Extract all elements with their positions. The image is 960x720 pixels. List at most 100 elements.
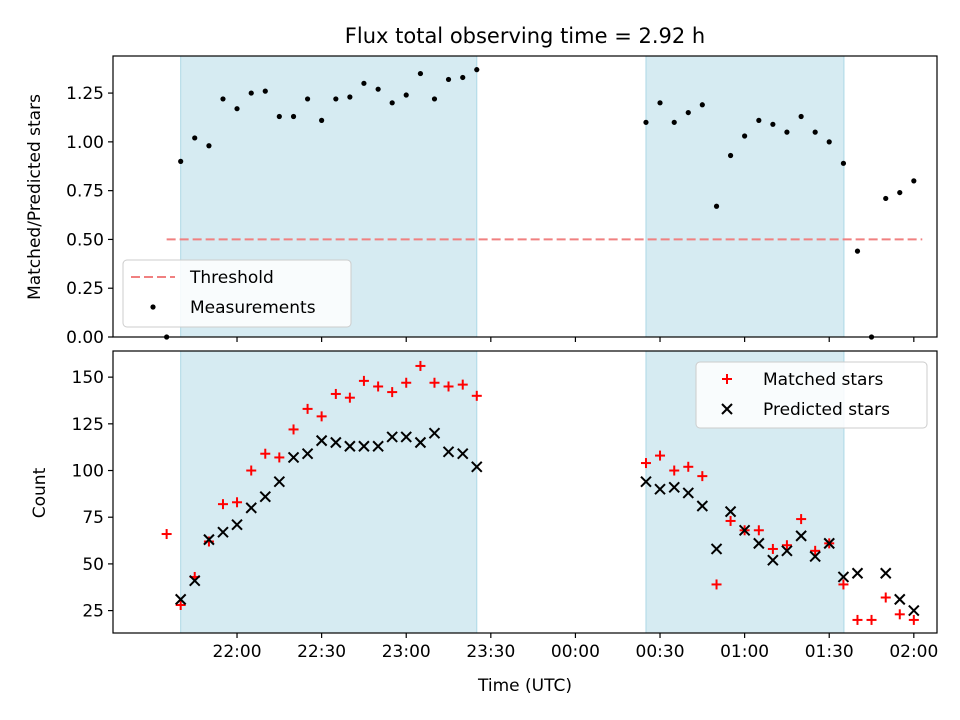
y-top-tick-label: 0.50 xyxy=(66,230,104,250)
measurement-point xyxy=(403,92,409,98)
measurement-point xyxy=(643,119,649,125)
matched-star-point xyxy=(852,614,863,625)
measurement-point xyxy=(713,203,720,209)
matched-star-point xyxy=(810,545,821,556)
y-top-tick-label: 0.00 xyxy=(66,328,104,348)
measurement-point xyxy=(262,88,268,94)
observing-interval-1 xyxy=(180,350,478,634)
legend-matched-swatch xyxy=(722,374,732,384)
matched-star-point xyxy=(401,377,412,388)
predicted-star-point xyxy=(386,431,398,443)
predicted-star-point xyxy=(710,543,723,555)
matched-star-point xyxy=(640,458,651,469)
predicted-star-point xyxy=(273,476,286,488)
matched-star-point xyxy=(330,388,341,399)
predicted-star-point xyxy=(851,567,864,579)
measurement-point xyxy=(290,113,297,120)
x-tick-label: 00:00 xyxy=(551,642,600,662)
measurement-point xyxy=(319,117,325,123)
measurement-point xyxy=(883,195,889,202)
matched-star-point xyxy=(358,375,369,386)
matched-star-point xyxy=(880,592,891,603)
x-tick-label: 23:00 xyxy=(382,642,431,662)
predicted-star-point xyxy=(174,593,187,606)
measurement-point xyxy=(460,74,466,81)
matched-star-point xyxy=(753,525,764,536)
predicted-star-point xyxy=(315,434,328,447)
predicted-star-point xyxy=(880,567,892,579)
matched-star-point xyxy=(373,381,384,392)
legend-predicted-label: Predicted stars xyxy=(763,400,890,420)
x-tick-label: 22:30 xyxy=(297,642,346,662)
measurement-point xyxy=(375,86,381,92)
measurement-point xyxy=(417,70,424,77)
x-ticks-top xyxy=(236,337,915,342)
predicted-star-point xyxy=(823,537,835,550)
predicted-star-point xyxy=(809,550,821,563)
matched-star-point xyxy=(838,579,849,590)
predicted-star-point xyxy=(908,604,920,617)
predicted-star-point xyxy=(795,530,807,542)
measurement-point xyxy=(742,133,748,139)
predicted-star-point xyxy=(682,487,694,499)
measurement-point xyxy=(474,67,480,73)
x-tick-label: 01:30 xyxy=(805,642,854,662)
predicted-star-point xyxy=(189,575,201,587)
legend-measurement-swatch xyxy=(150,304,156,310)
measurement-point xyxy=(685,109,691,116)
measurement-point xyxy=(657,100,663,106)
measurement-point xyxy=(812,129,818,135)
legend-top: Threshold Measurements xyxy=(122,259,352,328)
measurement-point xyxy=(897,189,903,196)
predicted-star-point xyxy=(894,593,906,606)
predicted-star-point xyxy=(400,431,412,443)
measurement-point xyxy=(727,152,734,159)
observing-interval-2 xyxy=(645,55,845,338)
matched-star-point xyxy=(697,471,708,482)
measurement-point xyxy=(248,90,254,96)
measurement-point xyxy=(784,129,790,135)
chart-title: Flux total observing time = 2.92 h xyxy=(345,24,705,48)
matched-star-point xyxy=(908,614,919,625)
predicted-star-point xyxy=(654,483,666,495)
predicted-star-point xyxy=(358,440,370,452)
predicted-star-point xyxy=(287,451,300,464)
count-points xyxy=(161,360,920,625)
legend-matched-label: Matched stars xyxy=(763,370,883,390)
matched-star-point xyxy=(246,465,257,476)
matched-star-point xyxy=(866,614,877,625)
predicted-star-point xyxy=(837,571,850,583)
y-top-tick-label: 1.25 xyxy=(66,84,104,104)
measurement-point xyxy=(389,100,395,106)
predicted-star-point xyxy=(471,461,483,473)
predicted-star-point xyxy=(301,448,314,460)
measurement-point xyxy=(220,96,226,102)
measurement-point xyxy=(178,158,184,164)
y-ticks-top: 0.00 0.25 0.50 0.75 1.00 1.25 xyxy=(66,84,113,348)
matched-star-point xyxy=(175,599,186,610)
matched-star-point xyxy=(471,390,482,401)
matched-star-point xyxy=(288,424,299,435)
measurement-point xyxy=(347,94,353,100)
matched-star-point xyxy=(781,540,792,551)
matched-star-point xyxy=(415,360,426,371)
measurement-point xyxy=(699,102,705,108)
measurement-point xyxy=(854,248,861,254)
x-tick-label: 02:00 xyxy=(889,642,938,662)
measurement-point xyxy=(206,143,212,149)
measurement-point xyxy=(840,160,847,166)
y-bottom-tick-label: 25 xyxy=(82,602,104,622)
matched-star-point xyxy=(669,465,680,476)
y-bottom-tick-label: 150 xyxy=(72,368,104,388)
y-top-tick-label: 0.25 xyxy=(66,279,104,299)
measurement-point xyxy=(276,113,282,120)
legend-bottom: Matched stars Predicted stars xyxy=(695,361,928,429)
predicted-star-point xyxy=(442,446,455,458)
predicted-star-point xyxy=(738,524,751,536)
y-bottom-tick-label: 125 xyxy=(72,415,104,435)
axes-frame-bottom xyxy=(112,350,938,634)
measurement-point xyxy=(192,135,198,141)
matched-star-point xyxy=(894,609,905,620)
predicted-star-point xyxy=(414,436,427,449)
